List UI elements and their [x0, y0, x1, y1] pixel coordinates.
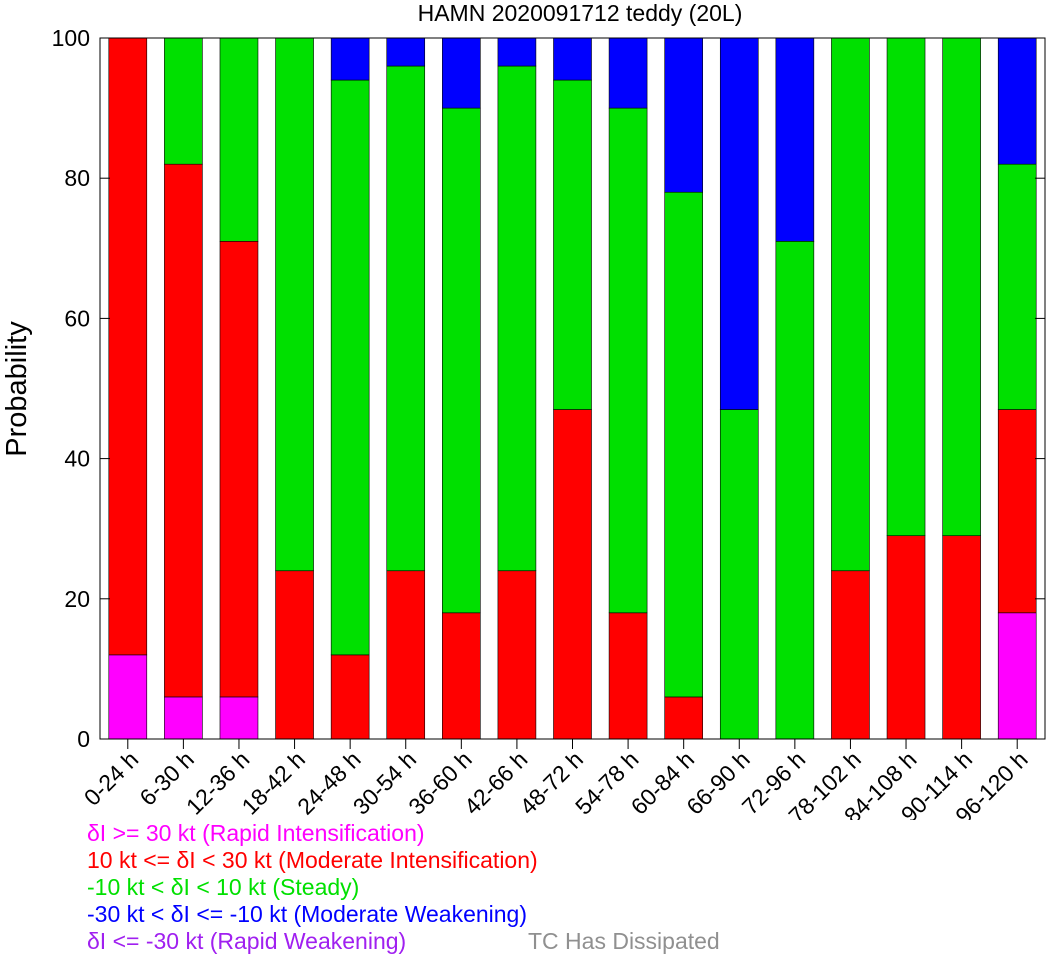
bar-segment-mi	[275, 570, 314, 740]
bar-layer	[108, 37, 1037, 740]
chart-title: HAMN 2020091712 teddy (20L)	[418, 0, 743, 26]
bar-segment-steady	[553, 79, 592, 410]
bar-segment-steady	[219, 37, 259, 242]
y-tick-label: 20	[64, 586, 90, 612]
y-tick-label: 100	[52, 25, 90, 51]
bar-segment-mi	[831, 570, 870, 740]
legend-entry: -30 kt < δI <= -10 kt (Moderate Weakenin…	[87, 901, 528, 927]
bar-segment-mi	[942, 535, 981, 740]
y-axis-label: Probability	[1, 321, 33, 457]
bar-segment-mi	[997, 409, 1037, 614]
bar-segment-mw	[386, 37, 426, 67]
y-tick-label: 80	[64, 165, 90, 191]
y-tick-label: 60	[64, 305, 90, 331]
bar-segment-mw	[330, 37, 370, 81]
bar-segment-steady	[608, 107, 648, 614]
legend-entry: δI <= -30 kt (Rapid Weakening)	[87, 928, 407, 954]
bar-segment-mi	[164, 163, 203, 698]
bar-segment-mw	[664, 37, 703, 193]
probability-bar-chart: HAMN 2020091712 teddy (20L) Probability …	[1, 0, 1046, 820]
bar-segment-mw	[997, 37, 1037, 165]
y-tick-label: 40	[64, 446, 90, 472]
bar-segment-mi	[664, 696, 703, 740]
bar-segment-mw	[719, 37, 759, 410]
bar-segment-steady	[664, 191, 703, 698]
x-tick-label: 0-24 h	[79, 746, 144, 811]
bar-segment-steady	[442, 107, 481, 614]
plot-frame	[99, 37, 1046, 740]
bar-segment-mi	[108, 37, 148, 656]
bar-segment-mw	[497, 37, 537, 67]
bar-segment-ri	[164, 696, 203, 740]
bar-segment-mi	[442, 612, 481, 740]
bar-segment-mi	[608, 612, 648, 740]
y-tick-label: 0	[77, 726, 90, 752]
legend: δI >= 30 kt (Rapid Intensification) 10 kt…	[87, 820, 1047, 955]
bar-segment-steady	[775, 240, 815, 740]
legend-entry: δI >= 30 kt (Rapid Intensification)	[87, 820, 425, 846]
legend-entry: -10 kt < δI < 10 kt (Steady)	[87, 874, 360, 900]
bar-segment-ri	[997, 612, 1037, 740]
bar-segment-mi	[386, 570, 426, 740]
bar-segment-steady	[164, 37, 203, 165]
bar-segment-ri	[108, 654, 148, 740]
bar-segment-mi	[886, 535, 926, 740]
bar-segment-steady	[997, 163, 1037, 410]
bar-segment-mi	[497, 570, 537, 740]
bar-segment-steady	[386, 65, 426, 572]
bar-segment-mi	[219, 240, 259, 698]
bar-segment-steady	[275, 37, 314, 572]
bar-segment-mw	[553, 37, 592, 81]
bar-segment-mi	[330, 654, 370, 740]
legend-entry: 10 kt <= δI < 30 kt (Moderate Intensific…	[87, 847, 538, 873]
bar-segment-mi	[553, 409, 592, 740]
bar-segment-mw	[775, 37, 815, 242]
bar-segment-steady	[942, 37, 981, 537]
bar-segment-mw	[608, 37, 648, 109]
bar-segment-steady	[719, 409, 759, 740]
bar-segment-ri	[219, 696, 259, 740]
bar-segment-steady	[886, 37, 926, 537]
bar-segment-steady	[330, 79, 370, 656]
bar-segment-steady	[497, 65, 537, 572]
dissipated-note: TC Has Dissipated	[528, 928, 720, 954]
bar-segment-steady	[831, 37, 870, 572]
bar-segment-mw	[442, 37, 481, 109]
